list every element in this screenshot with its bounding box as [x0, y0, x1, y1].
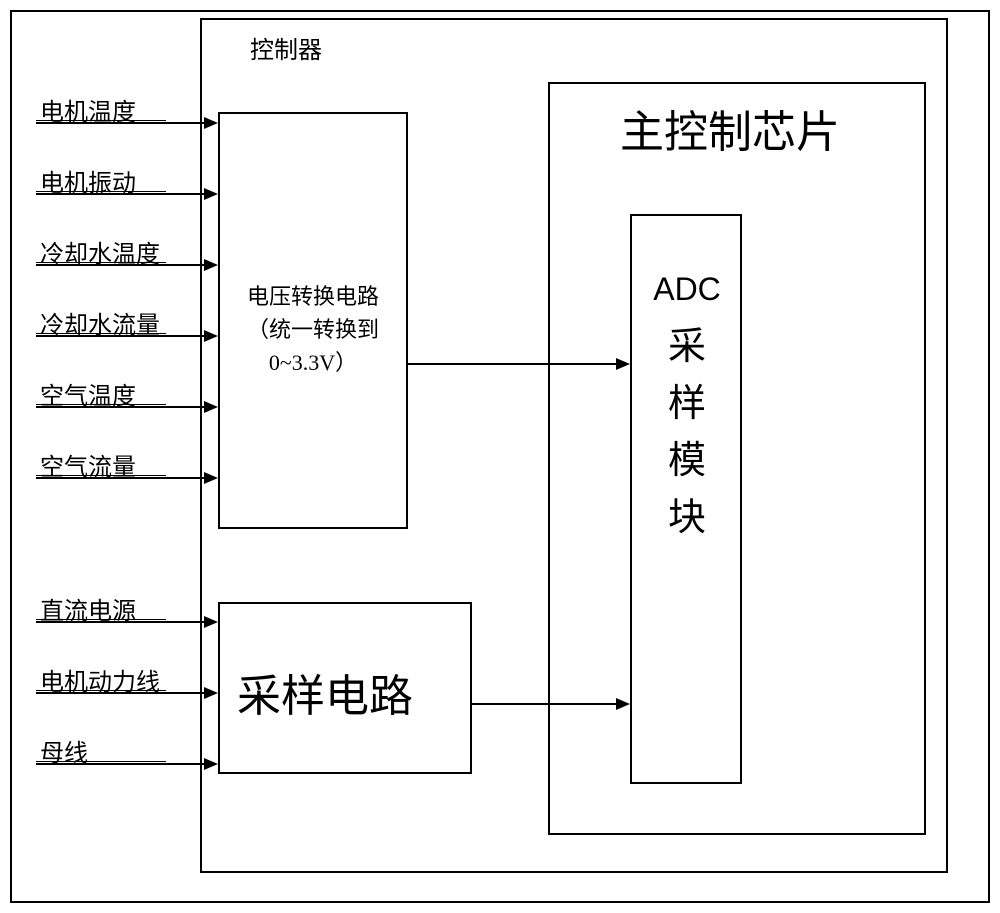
input-underline	[36, 475, 166, 476]
input-underline	[36, 333, 166, 334]
arrow-line	[36, 122, 206, 124]
arrow-head-icon	[204, 259, 218, 271]
input-underline	[36, 191, 166, 192]
arrow-line	[36, 193, 206, 195]
arrow-head-icon	[616, 698, 630, 710]
voltage-line3: 0~3.3V）	[269, 350, 357, 375]
sampling-circuit-text: 采样电路	[237, 660, 413, 724]
arrow-line	[36, 335, 206, 337]
adc-sub-chars: 采样模块	[668, 326, 706, 539]
arrow-line	[408, 363, 618, 365]
input-underline	[36, 404, 166, 405]
arrow-head-icon	[204, 472, 218, 484]
arrow-head-icon	[204, 117, 218, 129]
input-underline	[36, 690, 166, 691]
arrow-line	[36, 406, 206, 408]
arrow-line	[36, 763, 206, 765]
adc-title: ADC	[653, 271, 721, 307]
adc-subtitle: 采样模块	[667, 319, 707, 547]
arrow-head-icon	[204, 330, 218, 342]
input-underline	[36, 761, 166, 762]
main-chip-title: 主控制芯片	[620, 96, 840, 160]
arrow-head-icon	[204, 188, 218, 200]
controller-label: 控制器	[250, 30, 322, 65]
arrow-line	[36, 692, 206, 694]
arrow-head-icon	[204, 616, 218, 628]
voltage-line1: 电压转换电路	[247, 284, 379, 309]
arrow-line	[36, 477, 206, 479]
arrow-head-icon	[204, 401, 218, 413]
arrow-head-icon	[616, 358, 630, 370]
voltage-line2: （统一转换到	[247, 317, 379, 342]
arrow-head-icon	[204, 758, 218, 770]
arrow-line	[472, 703, 618, 705]
input-underline	[36, 120, 166, 121]
voltage-converter-text: 电压转换电路 （统一转换到 0~3.3V）	[226, 280, 400, 379]
adc-text: ADC 采样模块	[647, 258, 727, 549]
arrow-line	[36, 264, 206, 266]
arrow-head-icon	[204, 687, 218, 699]
arrow-line	[36, 621, 206, 623]
input-underline	[36, 619, 166, 620]
input-underline	[36, 262, 166, 263]
